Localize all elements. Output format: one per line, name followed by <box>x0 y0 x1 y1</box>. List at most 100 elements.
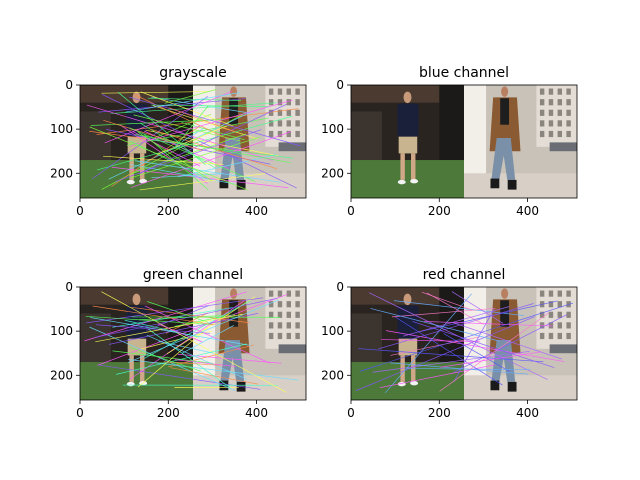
building-window <box>539 99 545 106</box>
left-photo-planter <box>351 111 382 165</box>
match-line <box>97 294 288 366</box>
y-tick-label: 200 <box>321 166 344 180</box>
y-tick-label: 200 <box>50 368 73 382</box>
building-window <box>277 99 283 106</box>
building-window <box>277 301 283 308</box>
match-line <box>439 312 550 392</box>
match-line <box>440 351 542 368</box>
building-window <box>268 88 274 95</box>
building-window <box>566 290 571 297</box>
left-photo-grass <box>351 160 464 198</box>
match-line <box>103 119 203 151</box>
match-line <box>139 122 216 169</box>
right-photo-car <box>549 344 577 354</box>
y-tick-label: 100 <box>50 324 73 338</box>
building-window <box>286 290 291 297</box>
building-window <box>557 109 562 116</box>
building-window <box>295 99 300 106</box>
match-line <box>147 97 242 101</box>
match-line <box>174 105 209 148</box>
match-line <box>125 92 240 113</box>
match-line <box>134 160 281 183</box>
building-window <box>286 322 291 329</box>
x-tick-label: 200 <box>428 406 451 420</box>
match-line <box>111 102 277 114</box>
match-line <box>112 307 233 328</box>
match-line <box>453 314 567 373</box>
image-content <box>351 85 577 198</box>
match-line <box>391 307 496 318</box>
match-line <box>111 125 201 187</box>
x-tick-label: 0 <box>76 406 84 420</box>
match-line <box>378 303 534 350</box>
match-line <box>130 136 261 179</box>
match-line <box>129 299 246 380</box>
match-line <box>146 305 209 331</box>
match-line <box>174 315 225 327</box>
right-photo-wall <box>464 85 487 198</box>
match-line <box>144 305 271 364</box>
match-line <box>89 326 236 391</box>
x-tick-label: 400 <box>516 204 539 218</box>
panel-grayscale: grayscale 0 200 400 0 100 200 <box>50 65 307 218</box>
x-tick-label: 0 <box>347 204 355 218</box>
building-window <box>548 290 554 297</box>
panel-title: grayscale <box>159 65 227 81</box>
right-photo-sidewalk <box>464 375 577 400</box>
axes-frame <box>350 286 578 401</box>
building-window <box>557 120 562 127</box>
building-window <box>277 311 283 318</box>
right-photo-sidewalk <box>464 173 577 198</box>
x-tick-label: 400 <box>245 406 268 420</box>
match-line <box>85 315 212 325</box>
match-line <box>394 316 503 386</box>
building-window <box>277 332 283 340</box>
match-line <box>381 339 480 342</box>
match-line <box>151 96 251 114</box>
building-window <box>286 301 291 308</box>
building-window <box>268 332 274 340</box>
match-line <box>130 164 235 185</box>
building-window <box>286 130 291 138</box>
panel-title: red channel <box>423 267 506 283</box>
match-line <box>90 119 224 126</box>
match-lines <box>84 291 299 393</box>
match-line <box>148 328 231 389</box>
match-line <box>128 359 299 381</box>
building-window <box>286 311 291 318</box>
match-line <box>157 125 228 155</box>
building-window <box>548 332 554 340</box>
match-line <box>84 291 247 342</box>
building-window <box>566 130 571 138</box>
building-window <box>566 88 571 95</box>
match-line <box>421 291 473 311</box>
match-line <box>132 131 201 167</box>
match-line <box>130 99 293 146</box>
x-tick-label: 0 <box>347 406 355 420</box>
building-window <box>557 99 562 106</box>
building-window <box>295 109 300 116</box>
x-tick-label: 200 <box>157 406 180 420</box>
building-window <box>548 130 554 138</box>
match-line <box>86 297 264 324</box>
match-line <box>174 359 237 367</box>
building-window <box>548 322 554 329</box>
match-line <box>147 301 209 323</box>
axes-frame <box>350 84 578 199</box>
x-tick-label: 400 <box>245 204 268 218</box>
match-line <box>453 309 495 383</box>
y-tick-label: 0 <box>336 78 344 92</box>
match-line <box>385 330 565 362</box>
x-tick-label: 200 <box>428 204 451 218</box>
match-line <box>451 291 504 324</box>
building-window <box>268 301 274 308</box>
building-window <box>268 120 274 127</box>
left-photo-planter <box>80 111 111 165</box>
match-line <box>117 91 206 165</box>
panel-red-channel: red channel 0 200 400 0 100 200 <box>321 267 578 420</box>
match-line <box>133 114 241 142</box>
match-line <box>181 122 245 141</box>
building-window <box>539 332 545 340</box>
building-window <box>286 99 291 106</box>
building-window <box>548 311 554 318</box>
